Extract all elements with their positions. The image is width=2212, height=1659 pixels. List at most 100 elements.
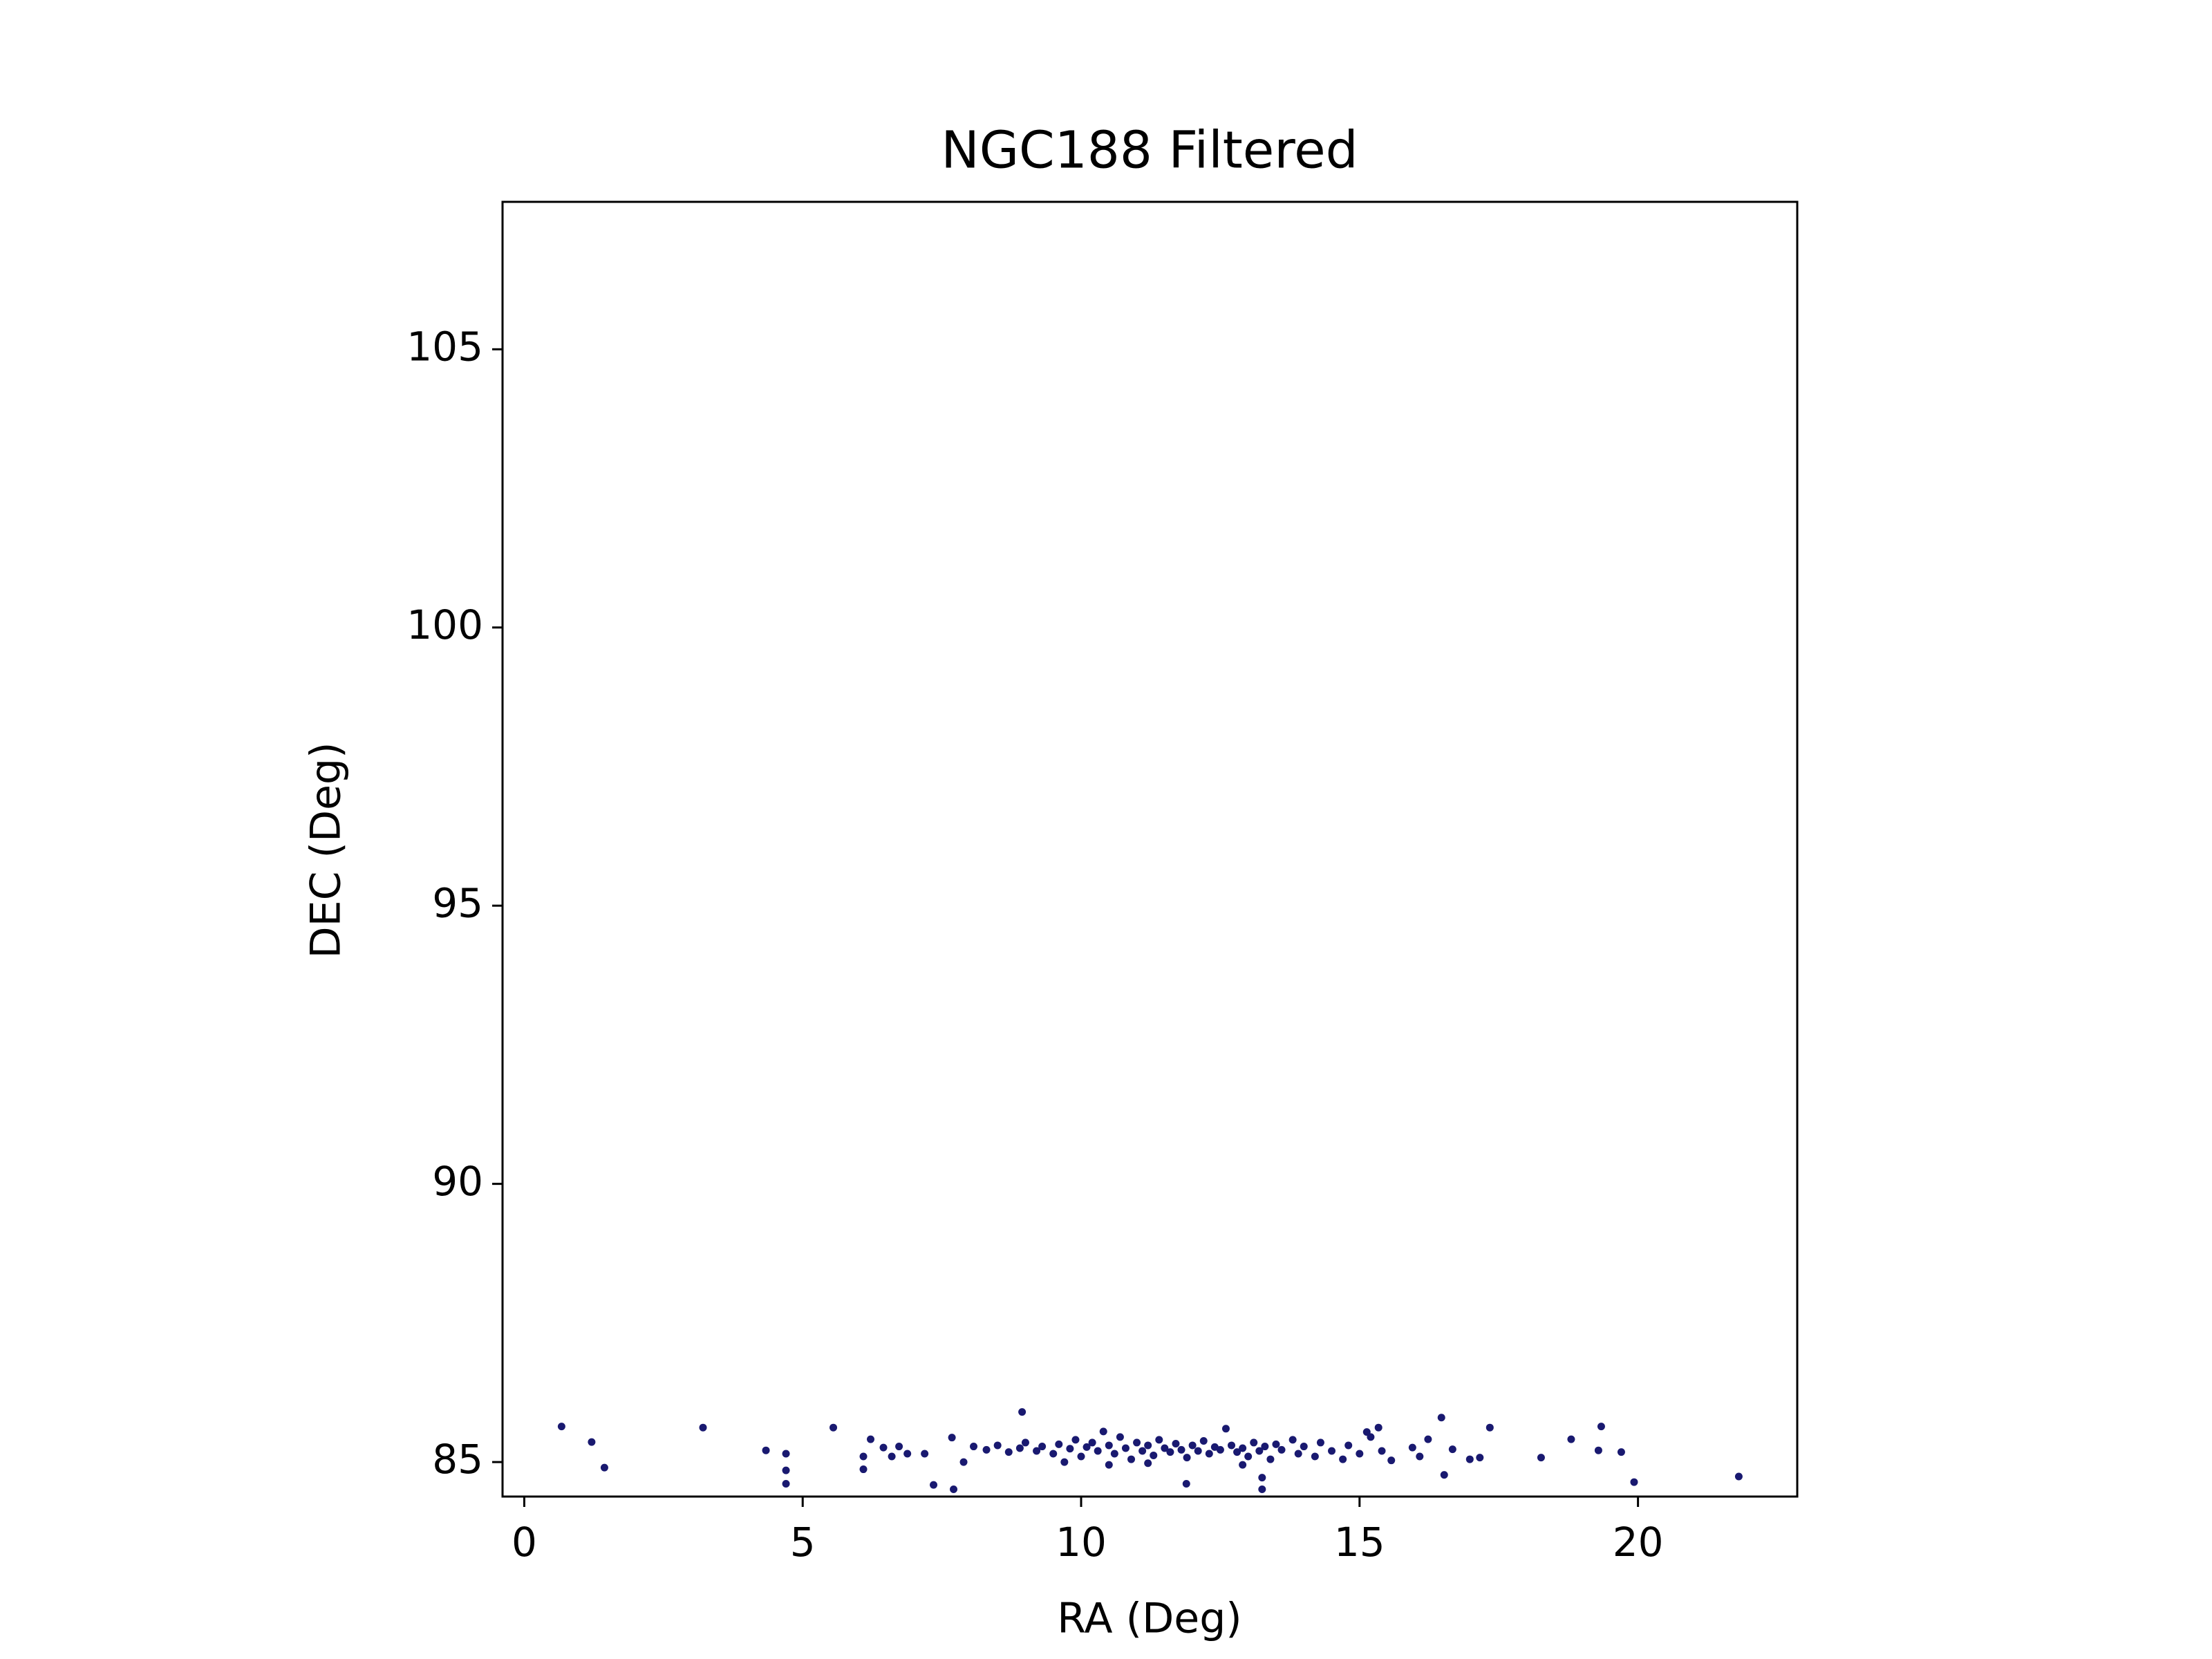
x-axis-label: RA (Deg): [1057, 1595, 1241, 1643]
x-tick-label: 15: [1334, 1519, 1385, 1566]
data-point: [1155, 1436, 1163, 1444]
y-tick-label: 105: [406, 323, 483, 370]
data-point: [1138, 1447, 1147, 1455]
data-point: [1387, 1456, 1396, 1465]
data-point: [1356, 1450, 1364, 1458]
data-point: [1440, 1471, 1448, 1479]
data-point: [1105, 1461, 1113, 1469]
data-point: [959, 1458, 968, 1466]
data-point: [699, 1423, 707, 1432]
data-point: [1066, 1445, 1074, 1453]
data-point: [1367, 1433, 1375, 1441]
plot-area: [557, 1408, 1743, 1494]
data-point: [1255, 1447, 1264, 1455]
data-point: [859, 1465, 868, 1474]
y-tick-label: 85: [432, 1436, 483, 1483]
data-point: [1188, 1441, 1197, 1450]
data-point: [1150, 1451, 1158, 1459]
data-point: [1172, 1440, 1180, 1448]
data-point: [1344, 1441, 1353, 1450]
data-point: [1033, 1447, 1041, 1455]
data-point: [1116, 1433, 1124, 1441]
data-point: [782, 1479, 790, 1488]
data-point: [830, 1423, 838, 1432]
data-point: [1239, 1444, 1247, 1452]
data-point: [982, 1445, 991, 1454]
y-tick-label: 100: [406, 601, 483, 648]
data-point: [1328, 1447, 1336, 1455]
data-point: [1408, 1443, 1416, 1452]
data-point: [782, 1466, 790, 1474]
data-point: [1567, 1435, 1575, 1443]
data-point: [557, 1423, 565, 1431]
data-point: [1266, 1455, 1275, 1463]
data-point: [1094, 1447, 1102, 1455]
data-point: [1015, 1444, 1024, 1452]
y-tick-label: 90: [432, 1158, 483, 1205]
data-point: [1199, 1437, 1208, 1445]
data-point: [1144, 1441, 1152, 1450]
data-point: [1594, 1446, 1602, 1454]
data-point: [1378, 1447, 1386, 1455]
data-point: [1311, 1452, 1319, 1461]
data-point: [930, 1481, 938, 1489]
data-point: [921, 1450, 929, 1458]
data-point: [1133, 1438, 1141, 1447]
data-point: [1071, 1436, 1080, 1444]
data-point: [1194, 1447, 1202, 1455]
data-point: [600, 1463, 608, 1472]
data-point: [1617, 1448, 1625, 1456]
data-point: [948, 1434, 956, 1442]
data-point: [1416, 1452, 1424, 1461]
data-point: [1258, 1474, 1266, 1482]
data-point: [588, 1438, 596, 1446]
data-point: [1127, 1455, 1136, 1463]
data-point: [888, 1452, 896, 1461]
data-point: [1004, 1448, 1013, 1456]
data-point: [1216, 1445, 1224, 1454]
data-point: [1021, 1438, 1029, 1447]
data-point: [1277, 1445, 1286, 1454]
data-point: [1288, 1436, 1297, 1444]
data-point: [1437, 1414, 1445, 1422]
data-point: [1316, 1438, 1324, 1447]
data-point: [1038, 1443, 1047, 1451]
data-point: [1233, 1448, 1241, 1456]
data-point: [950, 1485, 958, 1494]
data-point: [1339, 1455, 1347, 1463]
data-point: [1166, 1448, 1174, 1456]
data-point: [1205, 1450, 1213, 1458]
data-point: [1110, 1450, 1118, 1458]
data-point: [993, 1441, 1002, 1450]
data-point: [879, 1443, 888, 1452]
data-point: [1105, 1441, 1113, 1450]
data-point: [1221, 1425, 1230, 1433]
x-tick-label: 5: [790, 1519, 816, 1566]
data-point: [1597, 1423, 1605, 1431]
data-point: [1144, 1459, 1152, 1468]
data-point: [1734, 1472, 1743, 1481]
data-point: [1630, 1478, 1638, 1486]
data-point: [1099, 1427, 1107, 1436]
data-point: [1239, 1461, 1247, 1469]
data-point: [1250, 1438, 1258, 1447]
x-tick-label: 10: [1056, 1519, 1107, 1566]
data-point: [1537, 1454, 1545, 1462]
data-point: [762, 1446, 770, 1454]
data-point: [1228, 1441, 1236, 1450]
data-point: [895, 1443, 903, 1451]
data-point: [1272, 1440, 1280, 1448]
data-point: [1060, 1458, 1069, 1466]
data-point: [1300, 1443, 1308, 1451]
data-point: [1018, 1408, 1027, 1416]
data-point: [970, 1443, 978, 1451]
y-tick-label: 95: [432, 879, 483, 926]
data-point: [1055, 1440, 1063, 1448]
x-tick-label: 20: [1613, 1519, 1664, 1566]
axes-frame: [501, 200, 1799, 1498]
data-point: [1476, 1454, 1484, 1462]
x-tick-label: 0: [512, 1519, 537, 1566]
data-point: [1088, 1438, 1096, 1447]
